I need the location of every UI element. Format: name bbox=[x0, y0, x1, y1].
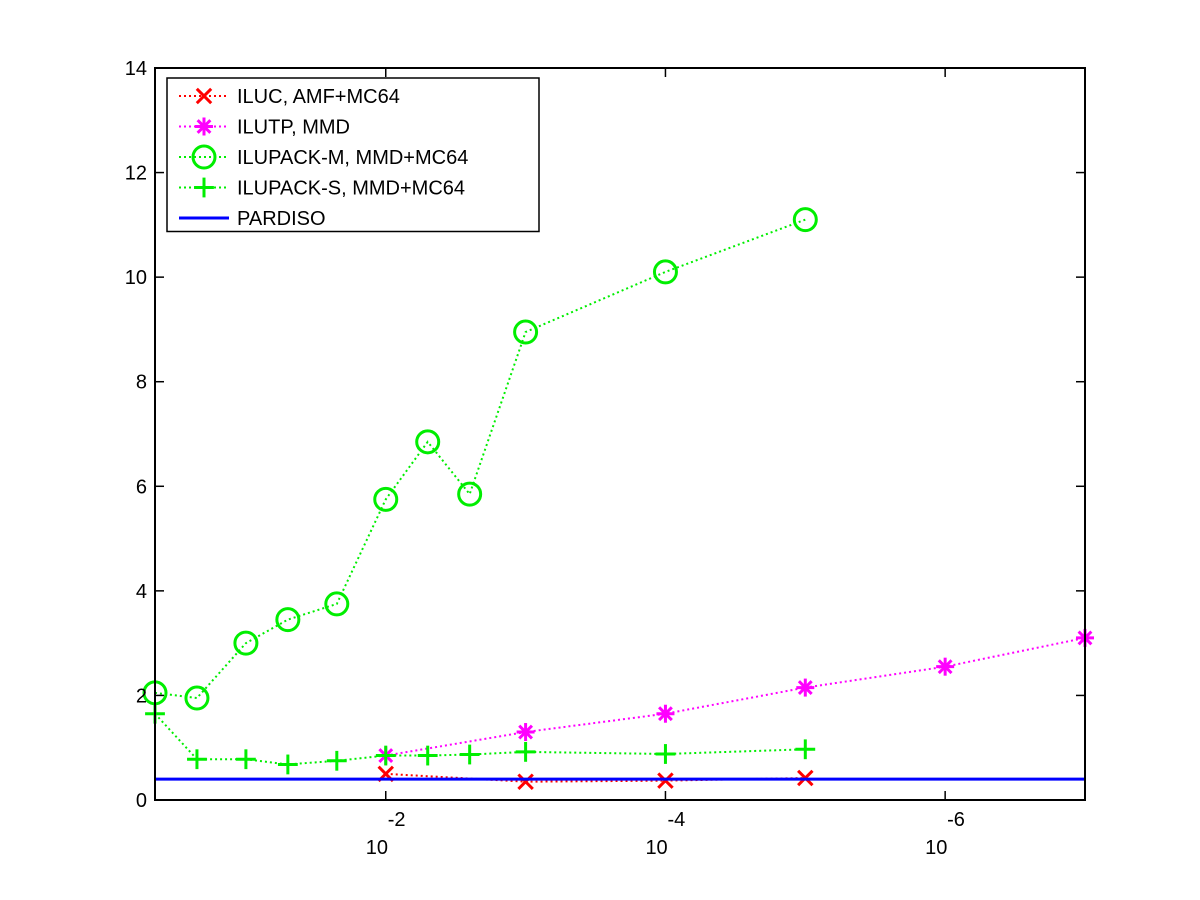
data-point bbox=[415, 429, 441, 455]
marker-stroke bbox=[518, 724, 534, 740]
x-tick-label-base: 10 bbox=[925, 837, 947, 859]
data-point bbox=[515, 741, 536, 762]
data-point bbox=[417, 745, 438, 766]
y-tick-label: 6 bbox=[136, 476, 147, 498]
plot-frame bbox=[154, 67, 1086, 801]
series-2 bbox=[142, 207, 818, 711]
x-tick-label-exponent: -2 bbox=[388, 809, 406, 831]
data-point bbox=[184, 685, 210, 711]
data-point bbox=[457, 481, 483, 507]
marker-stroke bbox=[196, 119, 212, 134]
marker-stroke bbox=[195, 87, 213, 105]
data-point bbox=[657, 772, 674, 789]
data-point bbox=[459, 744, 480, 765]
data-point bbox=[324, 591, 350, 617]
x-tick-label-exponent: -6 bbox=[947, 809, 965, 831]
data-point bbox=[517, 773, 534, 790]
x-tick-label-base: 10 bbox=[645, 837, 667, 859]
legend-entry-0: ILUC, AMF+MC64 bbox=[179, 86, 400, 108]
data-point bbox=[187, 749, 207, 770]
data-point bbox=[326, 750, 347, 771]
data-point bbox=[277, 754, 298, 775]
y-tick-label: 4 bbox=[136, 581, 147, 603]
plot-area bbox=[142, 207, 1094, 790]
data-point bbox=[795, 739, 816, 760]
y-tick-label: 10 bbox=[125, 267, 147, 289]
legend-marker bbox=[194, 177, 214, 198]
legend-label: ILUC, AMF+MC64 bbox=[237, 86, 400, 108]
data-point bbox=[275, 607, 301, 633]
data-point bbox=[936, 657, 955, 676]
data-point bbox=[655, 744, 676, 764]
legend-box bbox=[166, 77, 540, 233]
legend-label: ILUPACK-S, MMD+MC64 bbox=[237, 178, 465, 200]
legend-entry-4: PARDISO bbox=[179, 208, 326, 230]
series-3 bbox=[145, 703, 816, 775]
series-line bbox=[154, 218, 806, 700]
legend-marker bbox=[191, 144, 217, 170]
legend: ILUC, AMF+MC64 ILUTP, MMD ILUPACK-M, MMD+M… bbox=[166, 77, 540, 233]
series-line bbox=[385, 636, 1086, 757]
y-tick-label: 8 bbox=[136, 372, 147, 394]
x-tick-label-base: 10 bbox=[366, 837, 388, 859]
marker-stroke bbox=[937, 659, 953, 675]
y-tick-label: 12 bbox=[125, 163, 147, 185]
y-tick-label: 0 bbox=[136, 790, 147, 812]
data-point bbox=[373, 486, 399, 512]
marker-stroke bbox=[797, 680, 813, 696]
data-point bbox=[513, 319, 539, 345]
legend-label: ILUPACK-M, MMD+MC64 bbox=[237, 147, 468, 169]
series-1 bbox=[376, 628, 1094, 765]
data-point bbox=[236, 749, 256, 770]
data-point bbox=[792, 207, 818, 233]
data-point bbox=[796, 678, 815, 697]
data-point bbox=[375, 745, 396, 766]
marker-stroke bbox=[657, 772, 674, 789]
legend-entry-2: ILUPACK-M, MMD+MC64 bbox=[179, 144, 468, 170]
marker-stroke bbox=[517, 773, 534, 790]
data-point bbox=[516, 723, 535, 742]
y-tick-label: 2 bbox=[136, 685, 147, 707]
data-point bbox=[656, 704, 675, 723]
x-tick-label-exponent: -4 bbox=[667, 809, 685, 831]
data-point bbox=[233, 630, 259, 656]
legend-entry-3: ILUPACK-S, MMD+MC64 bbox=[179, 178, 465, 200]
legend-label: PARDISO bbox=[237, 208, 326, 230]
legend-marker bbox=[195, 117, 213, 136]
legend-entry-1: ILUTP, MMD bbox=[179, 117, 350, 139]
marker-stroke bbox=[658, 706, 673, 722]
legend-marker bbox=[195, 87, 213, 105]
data-point bbox=[652, 259, 678, 285]
y-tick-label: 14 bbox=[125, 58, 147, 80]
legend-label: ILUTP, MMD bbox=[237, 117, 350, 139]
